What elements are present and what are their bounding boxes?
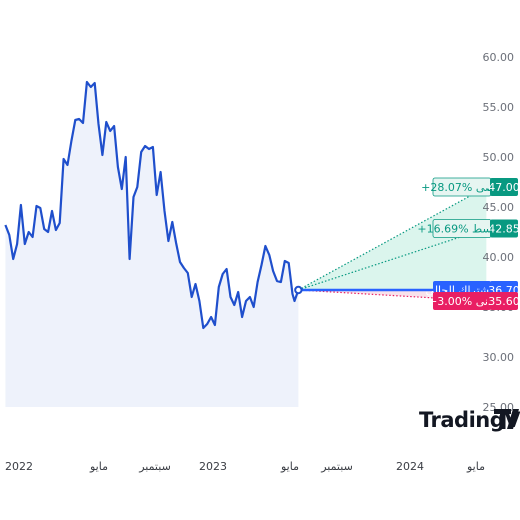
- x-tick-label: مايو: [466, 460, 485, 473]
- last-price-point: [294, 285, 303, 295]
- price-area-fill: [5, 82, 299, 407]
- plot-area: [4, 80, 491, 407]
- tradingview-logo[interactable]: TradingView: [419, 408, 520, 432]
- y-tick-label: 55.00: [483, 101, 515, 114]
- forecast-label-text: +16.69% متوسط: [417, 223, 506, 236]
- forecast-value-text: 42.85: [488, 223, 520, 236]
- x-tick-label: سبتمبر: [320, 460, 353, 473]
- forecast-value-box: [490, 292, 518, 310]
- x-axis: 2022 مايو سبتمبر 2023 مايو سبتمبر 2024 مايو: [5, 460, 485, 473]
- forecast-label-text: −3.00% أدنى: [428, 294, 496, 308]
- forecast-label-box: [433, 292, 491, 310]
- price-line: [4, 80, 300, 330]
- forecast-max-line: [298, 186, 487, 291]
- forecast-value-box: [490, 219, 518, 238]
- x-tick-label: مايو: [89, 460, 108, 473]
- x-tick-label: 2024: [396, 460, 424, 473]
- forecast-value-text: 35.60: [488, 295, 520, 308]
- y-tick-label: 40.00: [483, 251, 515, 264]
- y-tick-label: 60.00: [483, 51, 515, 64]
- forecast-label-text: +28.07% أقصى: [421, 180, 503, 194]
- y-tick-label: 30.00: [483, 351, 515, 364]
- tradingview-logo-icon: [494, 409, 519, 429]
- forecast-average-line: [298, 227, 487, 291]
- x-tick-label: 2022: [5, 460, 33, 473]
- y-tick-label: 50.00: [483, 151, 515, 164]
- x-tick-label: سبتمبر: [138, 460, 171, 473]
- forecast-value-box: [490, 178, 518, 196]
- x-tick-label: 2023: [199, 460, 227, 473]
- x-tick-label: مايو: [280, 460, 299, 473]
- forecast-value-text: 47.00: [488, 181, 520, 194]
- y-tick-label: 45.00: [483, 201, 515, 214]
